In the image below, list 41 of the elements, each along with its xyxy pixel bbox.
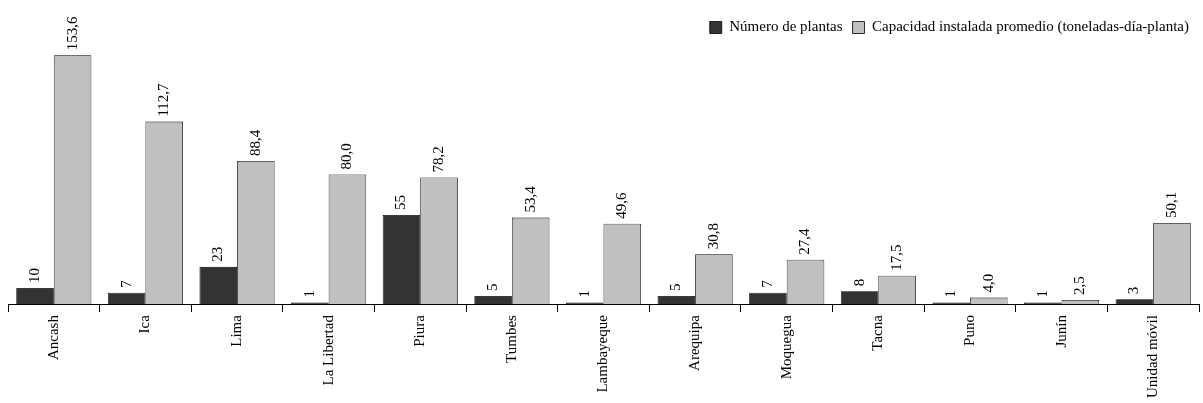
x-tick-label: Unidad móvil: [1144, 315, 1161, 399]
data-label: 7: [117, 279, 134, 288]
data-label: 50,1: [1162, 191, 1179, 218]
data-label: 80,0: [338, 143, 355, 170]
data-label: 1: [942, 289, 959, 298]
data-label: 1: [575, 289, 592, 298]
data-label: 10: [25, 267, 42, 283]
x-tick-label: Piura: [411, 314, 428, 347]
data-label: 49,6: [613, 192, 630, 219]
x-tick-label: Moquegua: [777, 314, 794, 380]
data-label: 2,5: [1071, 276, 1088, 296]
data-label: 8: [850, 278, 867, 287]
legend-label: Capacidad instalada promedio (toneladas-día-planta): [872, 18, 1190, 36]
data-label: 53,4: [521, 185, 538, 213]
data-label: 5: [484, 283, 501, 291]
data-label: 4,0: [979, 273, 996, 293]
x-tick-label: Junín: [1052, 314, 1069, 348]
data-label: 55: [392, 195, 409, 211]
data-label: 112,7: [155, 82, 172, 117]
x-tick-label: Lambayeque: [594, 314, 611, 393]
data-label: 17,5: [888, 244, 905, 271]
data-label: 153,6: [63, 16, 80, 51]
x-tick-label: Tumbes: [502, 314, 519, 363]
x-tick-label: Arequipa: [686, 314, 703, 371]
data-label: 78,2: [429, 146, 446, 173]
data-label: 1: [300, 289, 317, 298]
x-tick-label: Puno: [960, 315, 977, 346]
data-label: 7: [758, 279, 775, 288]
data-label: 88,4: [246, 129, 263, 156]
data-label: 5: [667, 283, 684, 291]
x-tick-label: Lima: [227, 314, 244, 347]
data-label: 23: [209, 246, 226, 262]
x-tick-label: La Libertad: [319, 314, 336, 386]
legend-label: Número de plantas: [729, 18, 843, 35]
data-label: 1: [1033, 289, 1050, 298]
x-tick-label: Ancash: [44, 314, 61, 361]
x-tick-label: Ica: [136, 314, 153, 334]
data-label: 27,4: [796, 227, 813, 255]
x-tick-label: Tacna: [869, 314, 886, 351]
data-label: 3: [1125, 286, 1142, 295]
data-label: 30,8: [704, 222, 721, 250]
